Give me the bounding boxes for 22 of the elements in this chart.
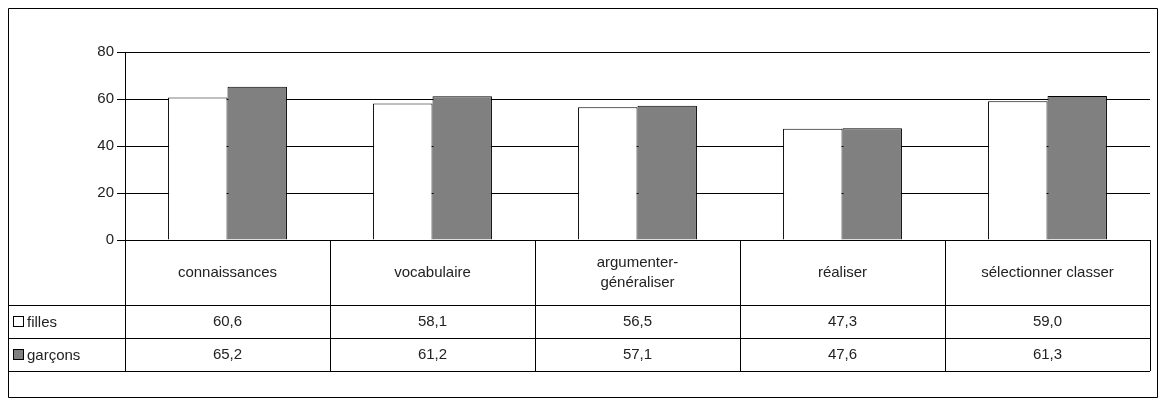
x-tick-label: réaliser xyxy=(817,262,868,280)
data-label: 56,5 xyxy=(622,311,653,329)
data-label: 65,2 xyxy=(212,344,243,362)
legend-label: garçons xyxy=(27,346,81,363)
legend-label: filles xyxy=(27,313,58,330)
x-tick-label: argumenter-généraliser xyxy=(596,252,679,290)
y-tick-label: 80 xyxy=(97,42,114,60)
data-label: 47,6 xyxy=(827,344,858,362)
data-label: 57,1 xyxy=(622,344,653,362)
x-tick-label: sélectionner classer xyxy=(981,262,1114,280)
y-tick-label: 60 xyxy=(97,89,114,107)
data-label: 60,6 xyxy=(212,311,243,329)
y-tick-label: 0 xyxy=(105,230,114,248)
data-label: 61,3 xyxy=(1032,344,1063,362)
y-tick-label: 40 xyxy=(97,136,114,154)
data-label: 58,1 xyxy=(417,311,448,329)
x-tick-label: connaissances xyxy=(177,262,278,280)
y-tick-label: 20 xyxy=(97,183,114,201)
data-label: 59,0 xyxy=(1032,311,1063,329)
x-tick-label: vocabulaire xyxy=(394,262,471,280)
data-label: 47,3 xyxy=(827,311,858,329)
data-label: 61,2 xyxy=(417,344,448,362)
